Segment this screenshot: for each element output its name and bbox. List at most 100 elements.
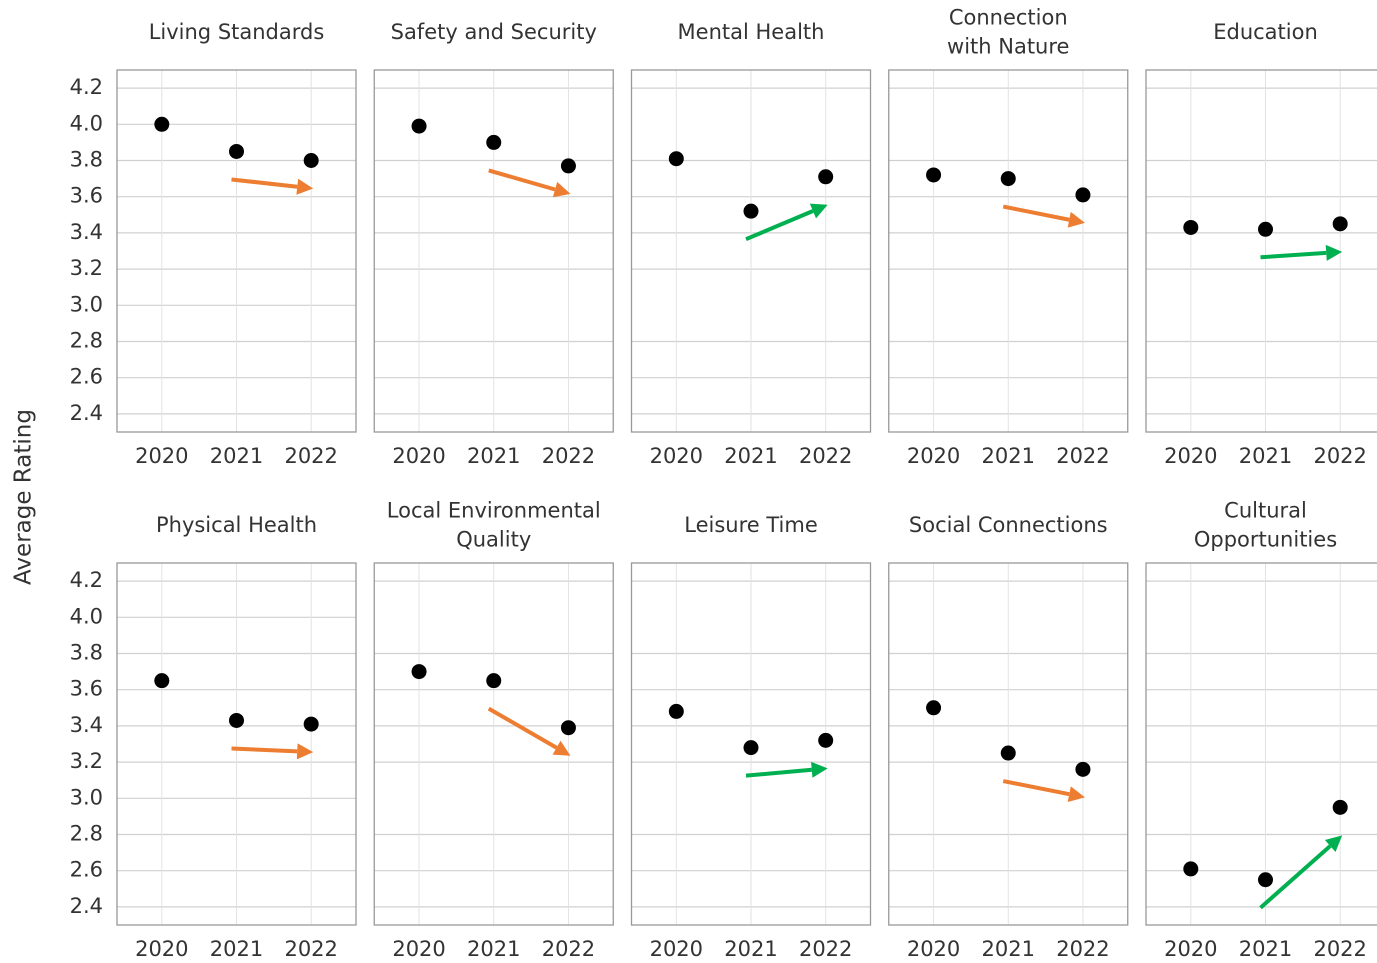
panel-frame: [1145, 562, 1377, 926]
panel-title: Physical Health: [156, 513, 317, 537]
point: [1332, 799, 1348, 815]
panel-title: Local Environmental: [387, 499, 601, 523]
trend-arrow: [1002, 204, 1070, 222]
x-tick-label: 2020: [1164, 937, 1217, 961]
x-tick-label: 2020: [907, 937, 960, 961]
x-tick-label: 2020: [1164, 444, 1217, 468]
x-tick-label: 2020: [135, 937, 188, 961]
y-tick-label: 3.4: [70, 220, 103, 244]
point: [411, 118, 427, 134]
point: [411, 664, 427, 680]
panel-frame: [888, 562, 1129, 926]
trend-arrow-head: [1324, 835, 1343, 852]
y-tick-label: 3.0: [70, 785, 103, 809]
x-tick-label: 2021: [724, 444, 777, 468]
point: [1183, 219, 1199, 235]
point: [1075, 761, 1091, 777]
panel-title: Connection: [949, 6, 1068, 30]
panel-title: Living Standards: [149, 20, 325, 44]
point: [229, 143, 244, 159]
panel-title: Education: [1213, 20, 1318, 44]
panel-frame: [630, 69, 872, 433]
panel-title: Cultural: [1224, 499, 1307, 523]
x-tick-label: 2022: [1313, 937, 1366, 961]
y-tick-label: 2.8: [70, 329, 103, 353]
point: [743, 203, 759, 219]
panel-frame: [1145, 69, 1377, 433]
point: [486, 673, 502, 689]
x-tick-label: 2022: [542, 937, 595, 961]
trend-arrow: [745, 209, 814, 242]
trend-arrow: [231, 177, 298, 189]
x-tick-label: 2022: [799, 444, 852, 468]
panel-frame: [373, 69, 614, 433]
y-tick-label: 4.0: [70, 111, 103, 135]
point: [926, 700, 942, 716]
x-tick-label: 2021: [1239, 444, 1292, 468]
y-tick-label: 3.8: [70, 148, 103, 172]
y-tick-label: 3.0: [70, 292, 103, 316]
x-tick-label: 2020: [650, 937, 703, 961]
point: [1332, 216, 1348, 232]
x-tick-label: 2022: [284, 937, 337, 961]
x-tick-label: 2022: [1313, 444, 1366, 468]
panel-frame: [116, 562, 357, 926]
point: [1075, 187, 1091, 203]
y-tick-label: 3.2: [70, 749, 103, 773]
y-tick-label: 3.6: [70, 677, 103, 701]
point: [818, 169, 834, 185]
x-tick-label: 2022: [1056, 937, 1109, 961]
panel-title: Social Connections: [909, 513, 1108, 537]
y-tick-label: 2.4: [70, 401, 103, 425]
point: [1183, 861, 1199, 877]
trend-arrow-head: [1325, 244, 1343, 261]
trend-arrow-head: [1067, 211, 1085, 228]
point: [668, 703, 684, 719]
point: [743, 740, 759, 756]
x-tick-label: 2021: [467, 444, 520, 468]
panel-title: Safety and Security: [391, 20, 597, 44]
trend-arrow: [488, 168, 556, 192]
x-tick-label: 2021: [982, 444, 1035, 468]
x-tick-label: 2021: [724, 937, 777, 961]
panel-title: Opportunities: [1194, 528, 1337, 552]
panel-frame: [373, 562, 614, 926]
point: [668, 151, 684, 167]
panel-title: Leisure Time: [684, 513, 818, 537]
x-tick-label: 2021: [210, 937, 263, 961]
trend-arrow-head: [296, 743, 314, 760]
x-tick-label: 2020: [907, 444, 960, 468]
x-tick-label: 2020: [392, 444, 445, 468]
y-tick-label: 2.4: [70, 894, 103, 918]
y-tick-label: 4.2: [70, 568, 103, 592]
point: [154, 116, 170, 132]
x-tick-label: 2022: [799, 937, 852, 961]
trend-arrow: [231, 746, 298, 754]
y-tick-label: 4.0: [70, 604, 103, 628]
y-axis-label: Average Rating: [11, 409, 37, 585]
point: [154, 673, 170, 689]
trend-arrow: [1002, 779, 1070, 797]
x-tick-label: 2021: [982, 937, 1035, 961]
point: [1000, 171, 1016, 187]
x-tick-label: 2021: [467, 937, 520, 961]
trend-arrow-head: [811, 761, 828, 778]
point: [560, 720, 576, 736]
y-tick-label: 3.8: [70, 641, 103, 665]
point: [926, 167, 942, 183]
x-tick-label: 2022: [1056, 444, 1109, 468]
point: [1258, 221, 1273, 237]
x-tick-label: 2022: [284, 444, 337, 468]
x-tick-label: 2020: [392, 937, 445, 961]
point: [818, 732, 834, 748]
x-tick-label: 2020: [135, 444, 188, 468]
y-tick-label: 3.2: [70, 256, 103, 280]
panel-frame: [116, 69, 357, 433]
trend-arrow-head: [552, 740, 571, 756]
point: [1258, 872, 1273, 888]
y-tick-label: 4.2: [70, 75, 103, 99]
trend-arrow: [745, 767, 812, 778]
panel-frame: [630, 562, 872, 926]
panel-title: with Nature: [947, 35, 1069, 59]
